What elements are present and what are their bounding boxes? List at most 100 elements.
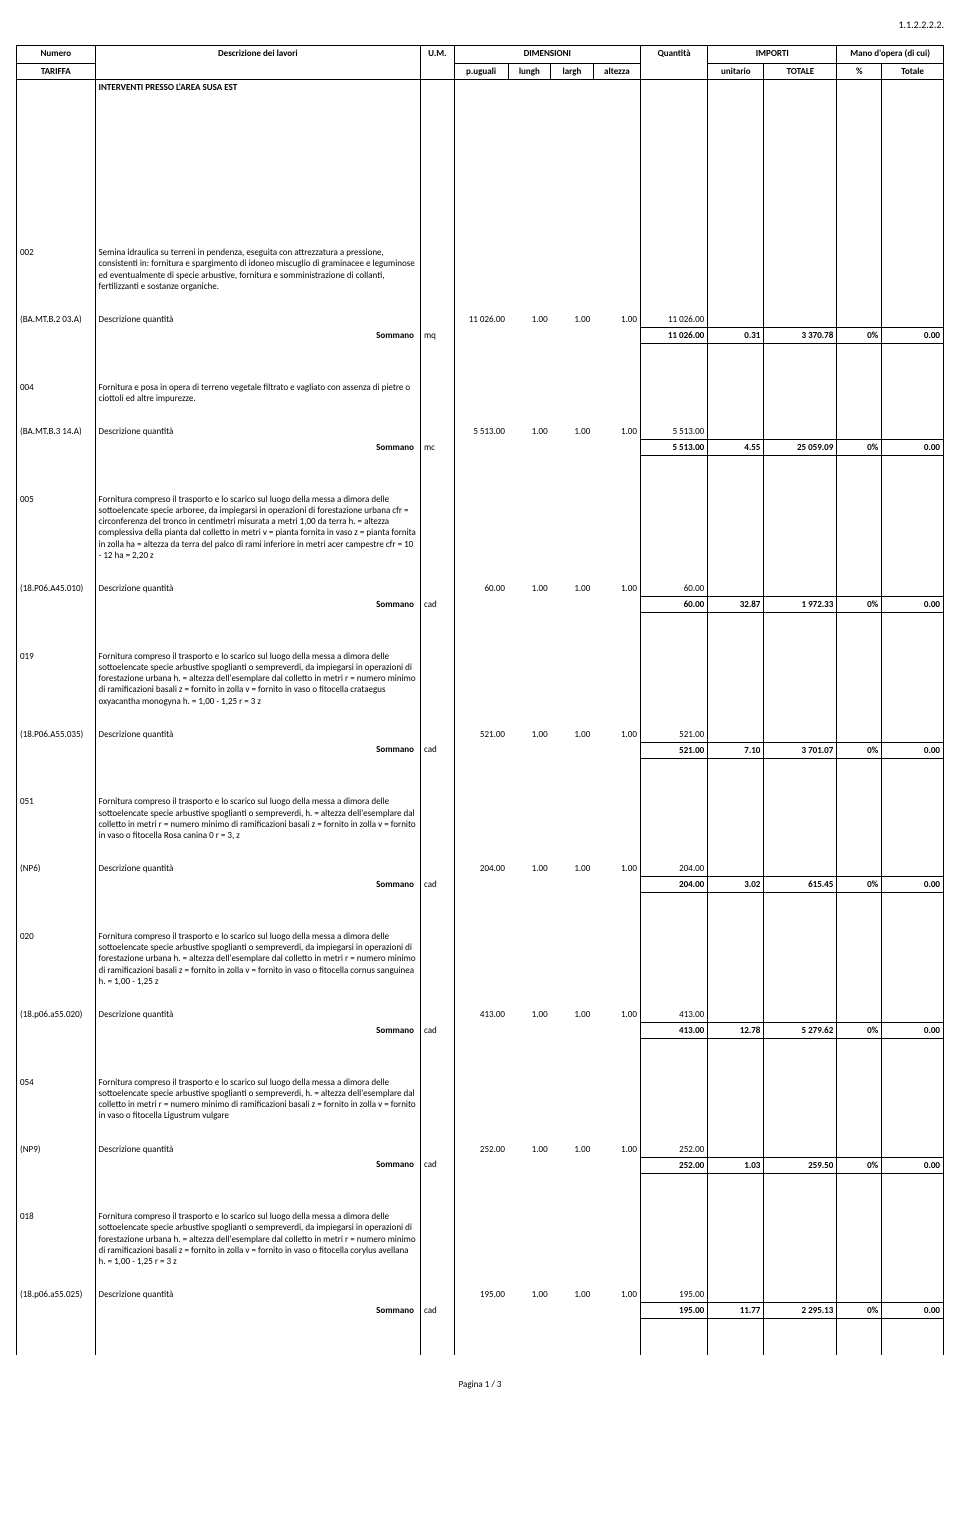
- mano-totale: 0.00: [882, 328, 944, 344]
- unitario: 4.55: [708, 440, 764, 456]
- totale: 5 279.62: [764, 1023, 837, 1039]
- lungh: 1.00: [508, 861, 551, 877]
- table-row: 004Fornitura e posa in opera di terreno …: [17, 380, 944, 407]
- table-row: 002Semina idraulica su terreni in penden…: [17, 245, 944, 294]
- hdr-altezza: altezza: [593, 64, 640, 80]
- item-number: 018: [17, 1209, 96, 1269]
- quantity-row: (18.p06.a55.025)Descrizione quantità195.…: [17, 1287, 944, 1303]
- quantita: 195.00: [640, 1287, 707, 1303]
- item-code: (BA.MT.B.2 03.A): [17, 312, 96, 328]
- hdr-lungh: lungh: [508, 64, 551, 80]
- descq-label: Descrizione quantità: [95, 424, 420, 440]
- hdr-puguali: p.uguali: [454, 64, 508, 80]
- percent: 0%: [837, 1303, 882, 1319]
- page-footer: Pagina 1 / 3: [16, 1379, 944, 1390]
- item-description: Semina idraulica su terreni in pendenza,…: [95, 245, 420, 294]
- sommano-qty: 204.00: [640, 877, 707, 893]
- item-number: 002: [17, 245, 96, 294]
- item-code: (BA.MT.B.3 14.A): [17, 424, 96, 440]
- sommano-row: Sommanocad413.0012.785 279.620%0.00: [17, 1023, 944, 1039]
- sommano-label: Sommano: [95, 877, 420, 893]
- sommano-qty: 521.00: [640, 742, 707, 758]
- sommano-row: Sommanocad 204.003.02615.450%0.00: [17, 877, 944, 893]
- main-table: Numero Descrizione dei lavori U.M. DIMEN…: [16, 45, 944, 1355]
- item-description: Fornitura compreso il trasporto e lo sca…: [95, 929, 420, 989]
- unitario: 11.77: [708, 1303, 764, 1319]
- hdr-largh: largh: [551, 64, 594, 80]
- totale: 25 059.09: [764, 440, 837, 456]
- unitario: 32.87: [708, 597, 764, 613]
- altezza: 1.00: [593, 861, 640, 877]
- sommano-label: Sommano: [95, 1157, 420, 1173]
- um: cad: [420, 877, 454, 893]
- totale: 3 370.78: [764, 328, 837, 344]
- sommano-qty: 60.00: [640, 597, 707, 613]
- sommano-label: Sommano: [95, 328, 420, 344]
- percent: 0%: [837, 1023, 882, 1039]
- unitario: 12.78: [708, 1023, 764, 1039]
- altezza: 1.00: [593, 1142, 640, 1158]
- table-row: 051Fornitura compreso il trasporto e lo …: [17, 794, 944, 843]
- quantita: 521.00: [640, 727, 707, 743]
- table-row: 054Fornitura compreso il trasporto e lo …: [17, 1075, 944, 1124]
- item-number: 004: [17, 380, 96, 407]
- item-code: (18.P06.A45.010): [17, 581, 96, 597]
- unitario: 1.03: [708, 1157, 764, 1173]
- descq-label: Descrizione quantità: [95, 312, 420, 328]
- totale: 615.45: [764, 877, 837, 893]
- item-code: (NP9): [17, 1142, 96, 1158]
- altezza: 1.00: [593, 1287, 640, 1303]
- largh: 1.00: [551, 312, 594, 328]
- sommano-row: Sommanocad60.0032.871 972.330%0.00: [17, 597, 944, 613]
- quantita: 5 513.00: [640, 424, 707, 440]
- largh: 1.00: [551, 424, 594, 440]
- descq-label: Descrizione quantità: [95, 581, 420, 597]
- descq-label: Descrizione quantità: [95, 1287, 420, 1303]
- item-code: (NP6): [17, 861, 96, 877]
- mano-totale: 0.00: [882, 877, 944, 893]
- item-number: 051: [17, 794, 96, 843]
- hdr-importi: IMPORTI: [708, 46, 837, 64]
- um: cad: [420, 597, 454, 613]
- largh: 1.00: [551, 1287, 594, 1303]
- lungh: 1.00: [508, 1142, 551, 1158]
- table-row: 018Fornitura compreso il trasporto e lo …: [17, 1209, 944, 1269]
- sommano-label: Sommano: [95, 440, 420, 456]
- descq-label: Descrizione quantità: [95, 727, 420, 743]
- descq-label: Descrizione quantità: [95, 1142, 420, 1158]
- p-uguali: 521.00: [454, 727, 508, 743]
- header-row-1: Numero Descrizione dei lavori U.M. DIMEN…: [17, 46, 944, 64]
- hdr-totale: TOTALE: [764, 64, 837, 80]
- unitario: 3.02: [708, 877, 764, 893]
- um: cad: [420, 742, 454, 758]
- sommano-qty: 195.00: [640, 1303, 707, 1319]
- hdr-descrizione: Descrizione dei lavori: [95, 46, 420, 80]
- percent: 0%: [837, 328, 882, 344]
- hdr-mtotale: Totale: [882, 64, 944, 80]
- mano-totale: 0.00: [882, 1303, 944, 1319]
- sommano-row: Sommanomq11 026.000.313 370.780%0.00: [17, 328, 944, 344]
- item-description: Fornitura compreso il trasporto e lo sca…: [95, 1209, 420, 1269]
- item-description: Fornitura compreso il trasporto e lo sca…: [95, 1075, 420, 1124]
- quantita: 60.00: [640, 581, 707, 597]
- totale: 1 972.33: [764, 597, 837, 613]
- largh: 1.00: [551, 1007, 594, 1023]
- item-number: 020: [17, 929, 96, 989]
- lungh: 1.00: [508, 312, 551, 328]
- descq-label: Descrizione quantità: [95, 1007, 420, 1023]
- quantity-row: (18.p06.a55.020)Descrizione quantità413.…: [17, 1007, 944, 1023]
- table-row: 005Fornitura compreso il trasporto e lo …: [17, 492, 944, 564]
- lungh: 1.00: [508, 1007, 551, 1023]
- item-number: 019: [17, 649, 96, 709]
- percent: 0%: [837, 742, 882, 758]
- sommano-qty: 252.00: [640, 1157, 707, 1173]
- lungh: 1.00: [508, 727, 551, 743]
- mano-totale: 0.00: [882, 440, 944, 456]
- sommano-qty: 11 026.00: [640, 328, 707, 344]
- sommano-label: Sommano: [95, 1303, 420, 1319]
- totale: 259.50: [764, 1157, 837, 1173]
- quantity-row: (NP9)Descrizione quantità252.001.001.001…: [17, 1142, 944, 1158]
- hdr-numero: Numero: [17, 46, 96, 64]
- sommano-label: Sommano: [95, 742, 420, 758]
- percent: 0%: [837, 877, 882, 893]
